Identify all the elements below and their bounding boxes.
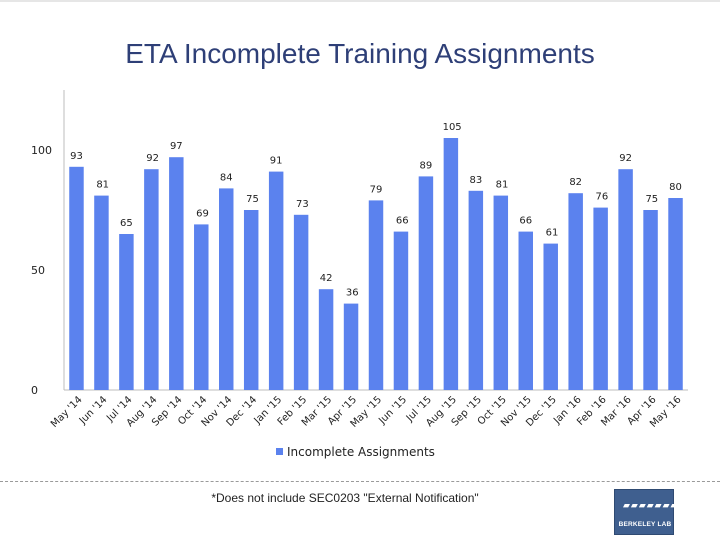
data-label: 84: [220, 172, 233, 183]
bar: [468, 190, 484, 390]
data-label: 36: [346, 288, 359, 299]
bar: [418, 176, 434, 390]
x-tick-label: Jun '14: [77, 394, 110, 427]
bar: [643, 210, 658, 390]
data-label: 73: [296, 199, 309, 210]
data-label: 81: [96, 180, 109, 191]
data-label: 42: [320, 273, 333, 284]
data-label: 91: [270, 156, 283, 167]
data-label: 65: [120, 218, 133, 229]
x-tick-label: May '14: [49, 394, 85, 430]
legend-label: Incomplete Assignments: [287, 445, 435, 459]
bar: [268, 171, 284, 390]
bar: [568, 193, 583, 390]
logo-text: BERKELEY LAB: [618, 521, 672, 528]
data-label: 89: [420, 160, 433, 171]
data-label: 81: [496, 180, 509, 191]
berkeley-lab-logo: ▰▰▰▰▰▰▰ BERKELEY LAB: [614, 489, 679, 535]
data-label: 80: [669, 182, 682, 193]
bar: [219, 188, 234, 390]
footer-divider: [0, 481, 720, 482]
bar: [493, 195, 509, 390]
bar: [144, 169, 159, 390]
data-label: 79: [370, 184, 383, 195]
bar: [393, 231, 409, 390]
bar: [543, 243, 558, 390]
bar: [69, 166, 84, 390]
bar: [343, 303, 359, 390]
legend-swatch: [276, 448, 283, 455]
bar: [443, 138, 459, 390]
bar: [293, 214, 309, 390]
data-label: 105: [443, 122, 462, 133]
bar-chart: 93 81 65 92 97 69 84 75 91 73 42 36 79 66 89 105 83 81 66 6…: [31, 90, 688, 459]
data-label: 92: [619, 153, 632, 164]
bar: [243, 210, 259, 390]
y-tick-label: 50: [31, 264, 45, 277]
bar: [368, 200, 384, 390]
y-tick-label: 0: [31, 384, 38, 397]
data-label: 93: [70, 151, 83, 162]
data-label: 92: [146, 153, 159, 164]
data-label: 83: [469, 175, 482, 186]
footnote: *Does not include SEC0203 "External Noti…: [211, 491, 479, 505]
data-label: 76: [596, 192, 609, 203]
x-tick-label: Jun '15: [376, 394, 409, 427]
bar: [94, 195, 109, 390]
bar: [518, 231, 533, 390]
bar: [618, 169, 633, 390]
data-label: 66: [519, 216, 532, 227]
data-label: 82: [569, 177, 582, 188]
y-tick-label: 100: [31, 144, 52, 157]
chart-title: ETA Incomplete Training Assignments: [125, 38, 595, 69]
bar: [194, 224, 209, 390]
bar: [318, 289, 334, 390]
top-divider: [0, 0, 720, 2]
bar: [119, 234, 134, 390]
bar: [593, 207, 608, 390]
bar: [668, 198, 683, 390]
bar: [169, 157, 184, 390]
data-label: 69: [196, 208, 209, 219]
data-label: 66: [396, 216, 409, 227]
data-label: 75: [645, 194, 658, 205]
logo-mark-icon: ▰▰▰▰▰▰▰: [623, 501, 679, 511]
data-label: 97: [170, 141, 183, 152]
data-label: 61: [546, 228, 559, 239]
data-label: 75: [246, 194, 259, 205]
